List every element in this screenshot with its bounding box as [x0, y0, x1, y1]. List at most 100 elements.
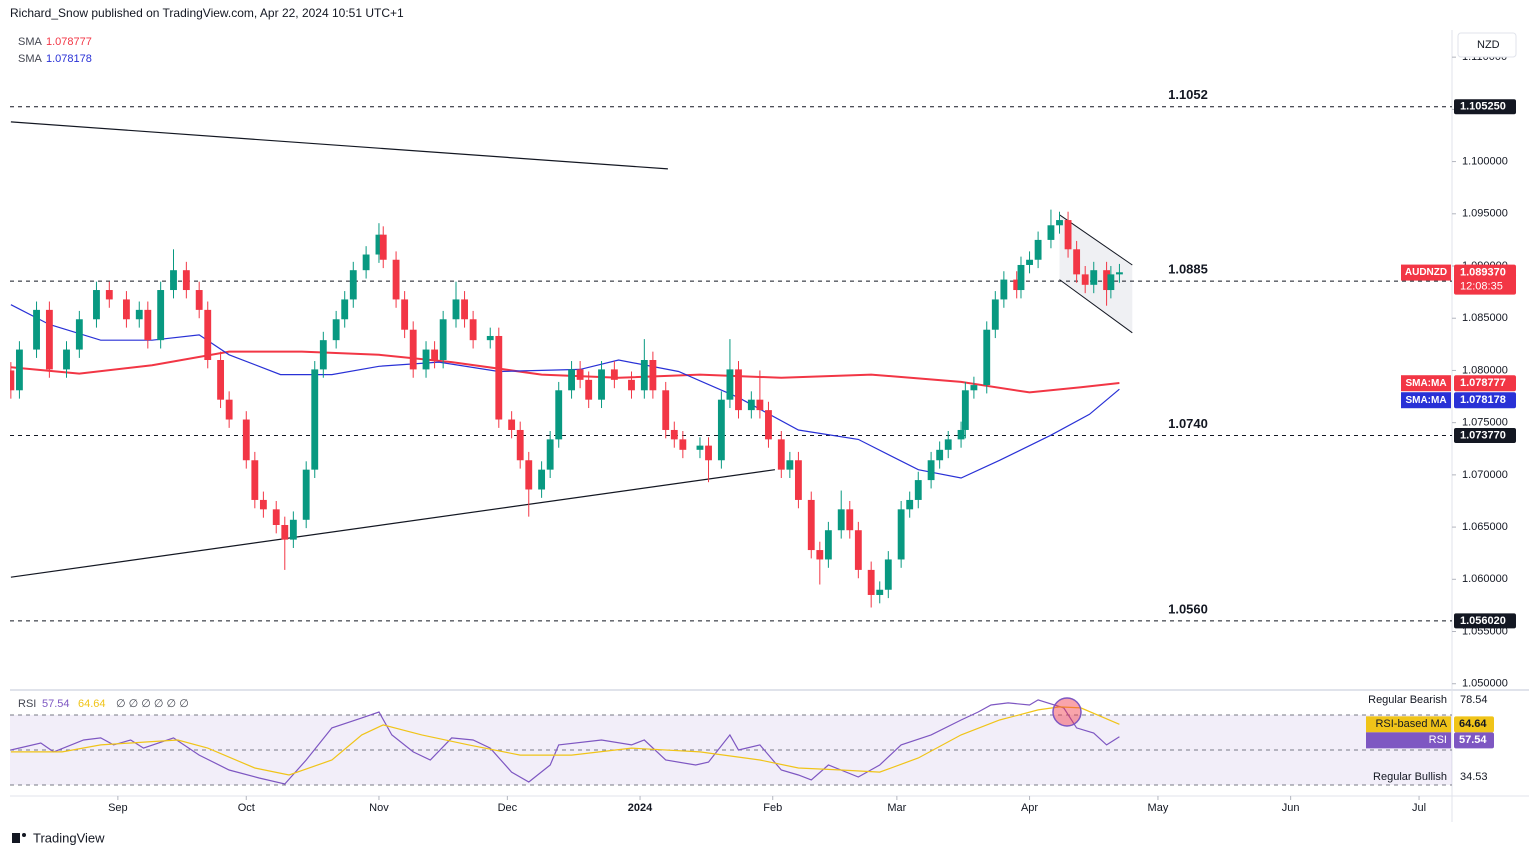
x-tick-label: Apr: [1021, 802, 1038, 814]
candle-body: [1017, 264, 1025, 291]
rsi-pane: [10, 699, 1452, 786]
candle-body: [846, 509, 854, 531]
candle-body: [341, 299, 349, 320]
candle-body: [461, 299, 468, 320]
candle-body: [1000, 279, 1008, 300]
candle-body: [105, 290, 113, 300]
level-tag-bg: [1454, 428, 1516, 444]
rsi-tag: 64.64: [1459, 718, 1487, 730]
symbol-tag-bg: [1401, 264, 1451, 281]
sma-tag-name-bg: [1401, 375, 1451, 392]
y-tick-label: 1.070000: [1462, 469, 1508, 481]
candle-body: [1026, 259, 1033, 265]
x-tick-label: Nov: [369, 802, 389, 814]
candle-body: [777, 439, 785, 470]
candle-body: [332, 319, 340, 341]
level-tag-bg: [1454, 99, 1516, 115]
currency[interactable]: NZD: [1477, 39, 1500, 51]
candle-body: [144, 309, 152, 341]
sma-tag-bg: [1454, 375, 1516, 392]
footer-logo: TradingView: [12, 830, 105, 845]
candle-body: [854, 530, 862, 570]
level-label: 1.0740: [1168, 416, 1208, 431]
candle-body: [217, 360, 225, 400]
candle-body: [486, 335, 494, 341]
x-tick-label: Sep: [108, 802, 128, 814]
candle-body: [375, 234, 383, 255]
candle-body: [508, 419, 516, 430]
rsi-tag-name: RSI-based MA: [1375, 718, 1447, 730]
candle-body: [936, 449, 944, 461]
candle-body: [392, 259, 400, 300]
candle-body: [546, 439, 554, 470]
trendline: [10, 469, 775, 578]
candle-body: [794, 460, 802, 500]
candle-body: [568, 369, 575, 391]
level-tag-bg: [1454, 613, 1516, 629]
candle-body: [824, 530, 832, 560]
candle-body: [884, 559, 892, 590]
y-tick-label: 1.100000: [1462, 155, 1508, 167]
y-tick-label: 1.065000: [1462, 521, 1508, 533]
candle-body: [670, 429, 678, 440]
level-label: 1.0560: [1168, 601, 1208, 616]
candle-body: [225, 399, 233, 420]
candle-body: [379, 234, 387, 260]
candle-body: [662, 390, 670, 430]
candle-body: [311, 369, 319, 470]
countdown: 12:08:35: [1460, 280, 1503, 292]
currency-box[interactable]: [1457, 32, 1517, 58]
candle-body: [15, 349, 23, 391]
candle-body: [242, 419, 250, 461]
y-tick-label: 1.080000: [1462, 364, 1508, 376]
candle-body: [204, 309, 212, 360]
legend-value: 1.078777: [46, 36, 92, 48]
candle-body: [75, 319, 83, 350]
candle-body: [1081, 274, 1089, 285]
rsi-title: RSI: [18, 698, 36, 710]
candle-body: [33, 309, 40, 350]
candle-body: [944, 439, 952, 450]
candle-body: [289, 519, 297, 540]
candle-body: [516, 429, 524, 461]
candle-body: [747, 399, 755, 411]
level-tag: 1.105250: [1460, 101, 1506, 113]
candle-body: [45, 309, 53, 370]
candle-body: [272, 509, 280, 525]
candle-body: [1103, 270, 1111, 291]
legend-name: SMA: [18, 53, 43, 65]
candle-body: [538, 469, 546, 490]
candle-body: [628, 379, 635, 391]
y-tick-label: 1.095000: [1462, 208, 1508, 220]
level-tag: 1.073770: [1460, 429, 1506, 441]
x-tick-label: 2024: [628, 802, 653, 814]
candle-body: [726, 369, 734, 400]
candle-body: [1013, 279, 1021, 291]
divergence-value: 34.53: [1460, 771, 1488, 783]
candle-body: [170, 270, 177, 291]
level-label: 1.0885: [1168, 262, 1208, 277]
rsi-tag: 57.54: [1459, 734, 1487, 746]
candle-body: [717, 399, 725, 461]
candle-body: [765, 410, 772, 440]
rsi-tag-name-bg: [1366, 716, 1451, 733]
candle-body: [1073, 249, 1081, 275]
sma-tag-bg: [1454, 392, 1516, 409]
sma-tag-name: SMA:MA: [1405, 395, 1446, 406]
candle-body: [576, 369, 584, 380]
price-pane: [10, 106, 1452, 622]
candle-body: [679, 439, 687, 450]
last-price: 1.089370: [1460, 266, 1506, 278]
legend-name: SMA: [18, 36, 43, 48]
candle-body: [1034, 239, 1042, 260]
candle-body: [876, 589, 884, 595]
y-tick-label: 1.055000: [1462, 625, 1508, 637]
candle-body: [1090, 270, 1098, 285]
candle-body: [756, 399, 764, 411]
footer-brand: TradingView: [33, 830, 105, 845]
candle-body: [705, 445, 712, 461]
candle-body: [957, 429, 965, 440]
candle-body: [1047, 225, 1055, 240]
rsi-tag-bg: [1454, 732, 1494, 749]
candle-body: [495, 335, 503, 420]
